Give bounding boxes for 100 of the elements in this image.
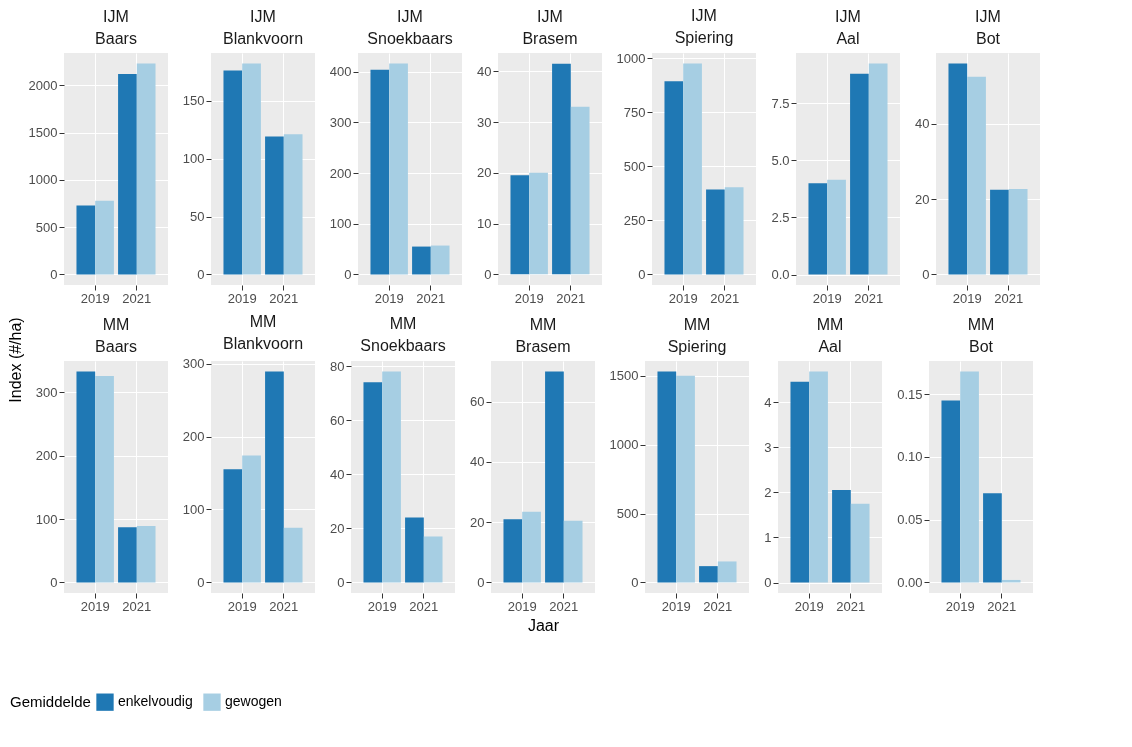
x-tick-label: 2019 xyxy=(661,598,691,614)
bar xyxy=(990,189,1009,275)
y-tick-label: 60 xyxy=(470,394,485,410)
bar xyxy=(657,371,677,583)
bar xyxy=(223,469,243,583)
chart-title: MM Snoekbaars xyxy=(360,315,446,355)
y-tick-label: 0 xyxy=(477,574,485,590)
y-tick-label: 200 xyxy=(329,165,352,181)
x-tick-label: 2019 xyxy=(668,290,698,306)
y-tick-label: 500 xyxy=(616,506,639,522)
x-tick-label: 2021 xyxy=(854,290,884,306)
bar xyxy=(95,376,114,583)
bar xyxy=(545,371,564,583)
x-tick-label: 2019 xyxy=(367,598,397,614)
y-tick-label: 0 xyxy=(922,266,930,282)
bar xyxy=(283,527,303,583)
chart-title: MM Spiering xyxy=(667,316,727,355)
bar xyxy=(510,175,530,275)
x-tick-label: 2021 xyxy=(409,598,439,614)
y-tick-label: 60 xyxy=(330,412,345,428)
y-tick-label: 0.15 xyxy=(897,386,923,402)
bar xyxy=(363,382,383,583)
y-tick-label: 0 xyxy=(197,574,205,590)
bar xyxy=(118,527,137,583)
y-tick-label: 2.5 xyxy=(771,209,790,225)
bar xyxy=(76,205,96,275)
bar xyxy=(570,106,590,275)
x-tick-label: 2019 xyxy=(952,290,982,306)
bar xyxy=(664,81,684,275)
bar xyxy=(265,371,284,583)
chart-title: IJM Brasem xyxy=(522,8,578,47)
y-tick-label: 0 xyxy=(764,575,772,591)
y-tick-label: 1000 xyxy=(28,172,58,188)
x-tick-label: 2019 xyxy=(80,290,110,306)
y-axis-title: Index (#/ha) xyxy=(7,317,24,403)
bar xyxy=(809,371,828,583)
bar xyxy=(827,179,846,275)
y-tick-label: 1 xyxy=(764,529,772,545)
bar xyxy=(223,70,243,275)
y-tick-label: 200 xyxy=(182,429,205,445)
y-tick-label: 10 xyxy=(477,216,492,232)
y-tick-label: 100 xyxy=(329,216,352,232)
y-tick-label: 100 xyxy=(35,511,58,527)
x-tick-label: 2021 xyxy=(416,290,446,306)
bar xyxy=(522,511,541,583)
y-tick-label: 20 xyxy=(330,520,345,536)
x-tick-label: 2021 xyxy=(269,290,299,306)
x-tick-label: 2021 xyxy=(703,598,733,614)
bar xyxy=(136,63,156,275)
bar xyxy=(242,63,261,275)
y-tick-label: 0 xyxy=(344,266,352,282)
bar xyxy=(370,69,390,275)
x-tick-label: 2021 xyxy=(836,598,866,614)
bar xyxy=(724,187,744,275)
x-tick-label: 2019 xyxy=(514,290,544,306)
x-axis-title: Jaar xyxy=(527,616,560,634)
bar xyxy=(832,490,851,583)
y-tick-label: 40 xyxy=(477,63,492,79)
y-tick-label: 2000 xyxy=(28,77,58,93)
bar xyxy=(948,63,968,275)
y-tick-label: 0 xyxy=(50,574,58,590)
bar xyxy=(699,566,718,583)
y-tick-label: 40 xyxy=(915,116,930,132)
bar xyxy=(563,520,583,583)
legend-label: enkelvoudig xyxy=(118,693,193,710)
bar xyxy=(503,519,523,583)
bar xyxy=(242,455,261,583)
y-tick-label: 500 xyxy=(623,158,646,174)
y-tick-label: 5.0 xyxy=(771,152,790,168)
y-tick-label: 300 xyxy=(35,384,58,400)
y-tick-label: 150 xyxy=(182,93,205,109)
x-tick-label: 2021 xyxy=(269,598,299,614)
y-tick-label: 1500 xyxy=(28,125,58,141)
y-tick-label: 0.00 xyxy=(897,574,923,590)
y-tick-label: 0 xyxy=(638,266,646,282)
bar xyxy=(423,536,443,583)
y-tick-label: 80 xyxy=(330,358,345,374)
y-tick-label: 250 xyxy=(623,212,646,228)
bar xyxy=(1008,188,1028,275)
legend-label: gewogen xyxy=(225,693,282,710)
y-tick-label: 100 xyxy=(182,151,205,167)
chart-title: MM Baars xyxy=(95,316,137,355)
y-tick-label: 1500 xyxy=(609,368,639,384)
bar xyxy=(552,63,571,275)
x-tick-label: 2019 xyxy=(794,598,824,614)
bar xyxy=(405,517,424,583)
y-tick-label: 300 xyxy=(182,356,205,372)
bar xyxy=(76,371,96,583)
y-tick-label: 4 xyxy=(764,394,772,410)
bar xyxy=(382,371,401,583)
y-tick-label: 300 xyxy=(329,114,352,130)
bar xyxy=(265,136,284,275)
y-tick-label: 3 xyxy=(764,439,772,455)
chart-title: IJM Bot xyxy=(975,8,1001,47)
x-tick-label: 2019 xyxy=(374,290,404,306)
y-tick-label: 2 xyxy=(764,484,772,500)
bar xyxy=(118,73,137,275)
y-tick-label: 750 xyxy=(623,104,646,120)
y-tick-label: 500 xyxy=(35,219,58,235)
legend-title: Gemiddelde xyxy=(10,693,91,710)
